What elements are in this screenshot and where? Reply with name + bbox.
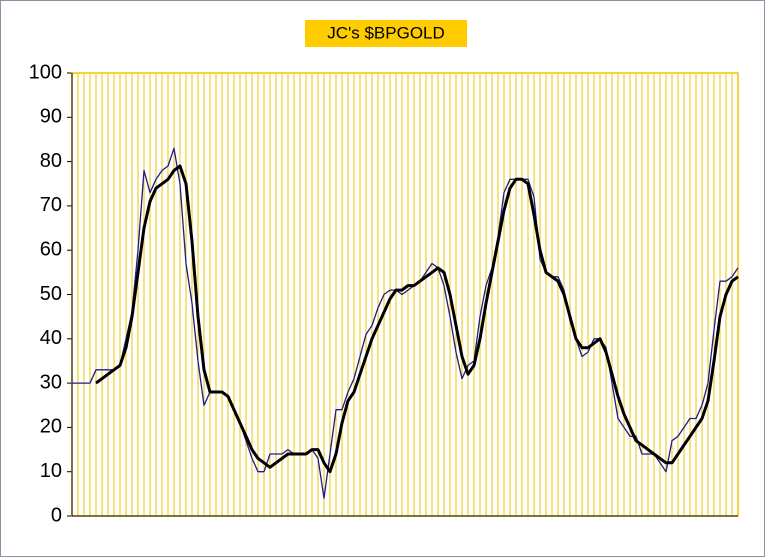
y-tick-label: 90 bbox=[40, 106, 62, 128]
series-line bbox=[72, 147, 739, 499]
title-background bbox=[305, 20, 467, 47]
y-tick-label: 20 bbox=[40, 416, 62, 438]
y-tick-label: 50 bbox=[40, 283, 62, 305]
series-line bbox=[95, 164, 739, 474]
chart-title: JC's $BPGOLD bbox=[327, 23, 445, 42]
y-tick-label: 40 bbox=[40, 327, 62, 349]
y-tick-label: 30 bbox=[40, 371, 62, 393]
y-tick-label: 60 bbox=[40, 238, 62, 260]
y-tick-label: 80 bbox=[40, 150, 62, 172]
y-tick-label: 70 bbox=[40, 194, 62, 216]
y-tick-label: 100 bbox=[29, 61, 62, 83]
y-tick-label: 10 bbox=[40, 460, 62, 482]
y-tick-label: 0 bbox=[51, 504, 62, 526]
